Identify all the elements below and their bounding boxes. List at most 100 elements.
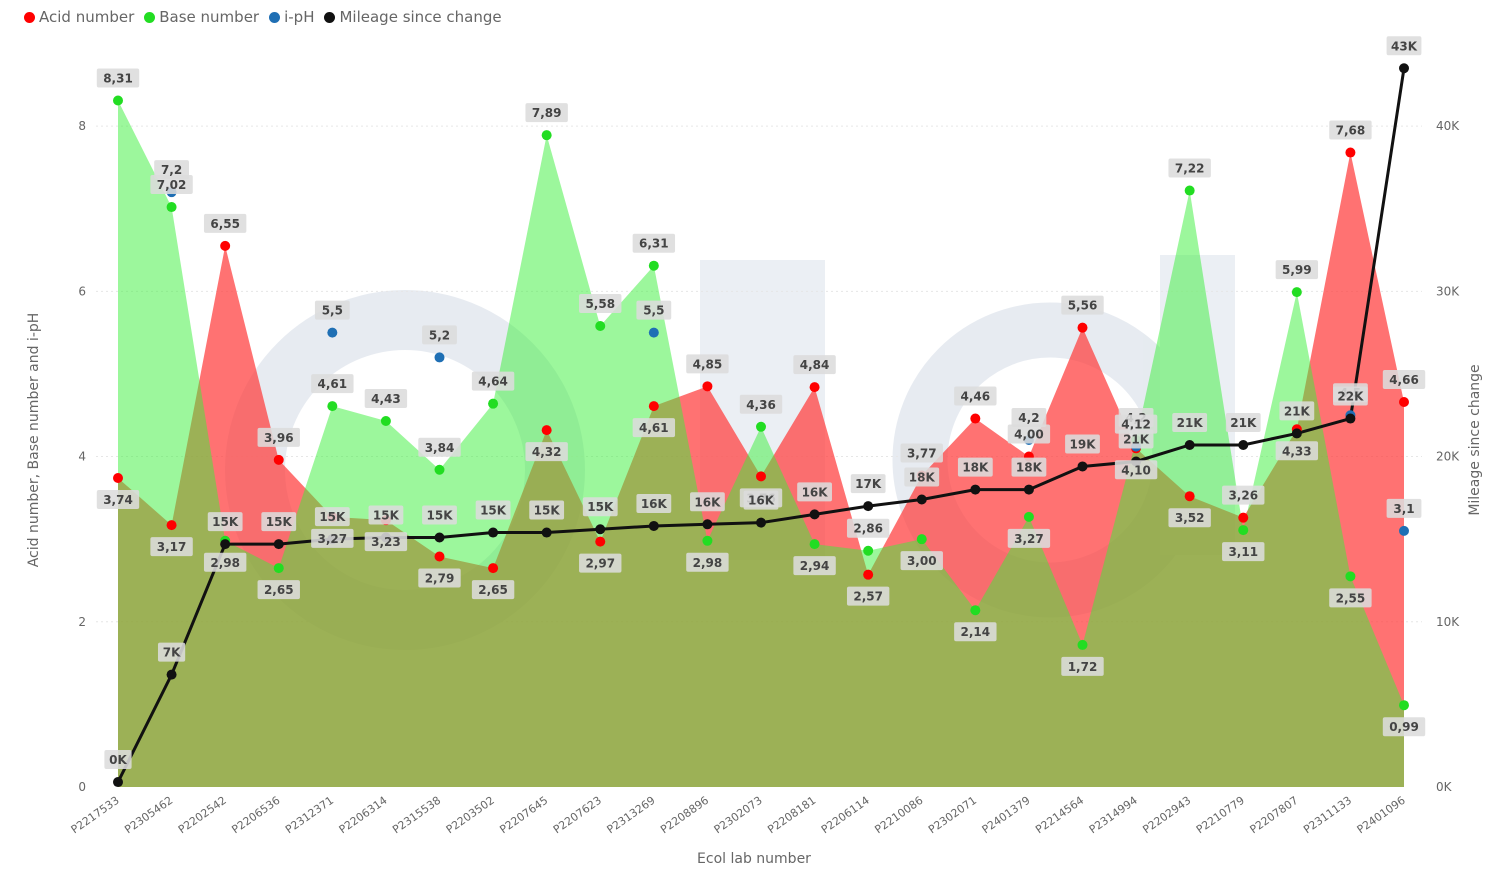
legend-item-mileage[interactable]: Mileage since change xyxy=(324,8,502,26)
i-ph-label: 5,2 xyxy=(422,325,457,345)
data-label-text: 3,1 xyxy=(1393,502,1414,516)
data-label-box xyxy=(1011,408,1047,428)
data-label-text: 15K xyxy=(587,500,614,514)
acid-number-point xyxy=(488,563,499,574)
data-label-text: 17K xyxy=(855,477,882,491)
data-label-text: 7,22 xyxy=(1175,162,1205,176)
data-label-box xyxy=(900,443,943,463)
mileage-label: 15K xyxy=(207,512,243,532)
data-label-text: 2,94 xyxy=(800,559,830,573)
mileage-label: 0K xyxy=(104,750,132,770)
acid-number-point xyxy=(434,551,445,562)
base-number-label: 1,72 xyxy=(1061,656,1104,676)
data-label-box xyxy=(314,507,350,527)
base-number-label: 6,31 xyxy=(632,233,676,253)
data-label-text: 18K xyxy=(1016,461,1043,475)
mileage-label: 21K xyxy=(1279,401,1315,421)
base-number-label: 5,99 xyxy=(1275,260,1319,280)
y-axis-right: 0K 10K 20K 30K 40K xyxy=(1436,119,1460,794)
data-label-text: 3,11 xyxy=(1228,545,1258,559)
data-label-text: 4,2 xyxy=(1018,411,1039,425)
mileage-point xyxy=(1077,461,1088,472)
data-label-text: 19K xyxy=(1070,437,1097,451)
base-number-label: 0,99 xyxy=(1382,717,1426,737)
y-axis-title: Acid number, Base number and i-pH xyxy=(26,313,42,568)
acid-number-point xyxy=(1238,512,1249,523)
y-tick-label: 2 xyxy=(78,615,86,629)
mileage-label: 16K xyxy=(797,482,832,502)
y-tick-label: 0 xyxy=(78,780,86,794)
data-label-text: 3,26 xyxy=(1228,489,1258,503)
mileage-point xyxy=(916,494,927,505)
data-label-text: 7,02 xyxy=(157,178,187,192)
data-label-text: 16K xyxy=(802,485,829,499)
base-number-point xyxy=(809,539,820,550)
data-label-box xyxy=(1061,295,1104,315)
base-number-point xyxy=(166,202,177,213)
x-tick-label: P2401379 xyxy=(980,794,1033,837)
i-ph-label: 4,2 xyxy=(1011,408,1047,428)
data-label-text: 2,65 xyxy=(478,583,508,597)
x-axis-title: Ecol lab number xyxy=(697,851,811,867)
data-label-box xyxy=(793,556,836,576)
data-label-text: 2,86 xyxy=(853,522,883,536)
data-label-box xyxy=(690,492,725,512)
data-label-box xyxy=(257,580,300,600)
acid-number-point xyxy=(1184,491,1195,502)
x-tick-label: P2202542 xyxy=(176,794,229,837)
base-number-point xyxy=(863,545,874,556)
mileage-label: 18K xyxy=(1011,457,1047,477)
data-label-box xyxy=(529,500,565,520)
x-tick-label: P2206536 xyxy=(229,794,282,837)
acid-number-label: 4,84 xyxy=(793,355,836,375)
i-ph-point xyxy=(1399,525,1409,536)
acid-number-label: 4,61 xyxy=(632,418,676,438)
data-label-text: 15K xyxy=(534,504,561,518)
base-number-label: 3,27 xyxy=(1007,528,1051,548)
data-label-text: 16K xyxy=(748,494,775,508)
data-label-box xyxy=(257,427,300,447)
data-label-text: 4,33 xyxy=(1282,444,1312,458)
base-number-label: 2,55 xyxy=(1329,588,1372,608)
data-label-text: 4,10 xyxy=(1121,463,1151,477)
data-label-text: 6,55 xyxy=(210,217,240,231)
data-label-box xyxy=(632,233,676,253)
data-label-box xyxy=(422,505,457,525)
acid-number-label: 7,68 xyxy=(1329,120,1372,140)
x-tick-label: P2311133 xyxy=(1301,794,1354,837)
base-number-point xyxy=(113,95,123,106)
data-label-box xyxy=(311,528,354,548)
legend-item-i-ph[interactable]: i-pH xyxy=(269,8,314,26)
data-label-text: 4,84 xyxy=(800,358,830,372)
acid-number-label: 2,65 xyxy=(471,580,515,600)
mileage-point xyxy=(273,539,284,550)
data-label-box xyxy=(1333,386,1368,406)
data-label-box xyxy=(579,294,622,314)
mileage-label: 22K xyxy=(1333,386,1368,406)
base-number-point xyxy=(1184,185,1195,196)
x-tick-label: P2401096 xyxy=(1355,794,1408,837)
mileage-point xyxy=(648,520,659,531)
data-label-box xyxy=(525,442,568,462)
data-label-text: 15K xyxy=(373,509,400,523)
acid-number-label: 3,96 xyxy=(257,427,300,447)
data-label-text: 5,5 xyxy=(322,304,343,318)
data-label-text: 3,00 xyxy=(907,554,937,568)
acid-number-point xyxy=(273,454,284,465)
base-number-point xyxy=(488,398,499,409)
data-label-text: 2,65 xyxy=(264,583,294,597)
mileage-point xyxy=(809,509,820,520)
mileage-point xyxy=(434,532,445,543)
mileage-point xyxy=(1291,428,1302,439)
mileage-point xyxy=(970,484,981,495)
legend-item-acid-number[interactable]: Acid number xyxy=(24,8,134,26)
mileage-label: 15K xyxy=(314,507,350,527)
base-number-point xyxy=(970,605,981,616)
data-label-text: 2,14 xyxy=(961,625,991,639)
acid-number-label: 4,10 xyxy=(1114,460,1158,480)
data-label-box xyxy=(1168,158,1211,178)
legend-item-base-number[interactable]: Base number xyxy=(144,8,259,26)
base-number-label: 5,58 xyxy=(579,294,622,314)
data-label-text: 15K xyxy=(480,504,507,518)
x-axis: P2217533 P2305462 P2202542 P2206536 P2312371… xyxy=(69,794,1408,837)
